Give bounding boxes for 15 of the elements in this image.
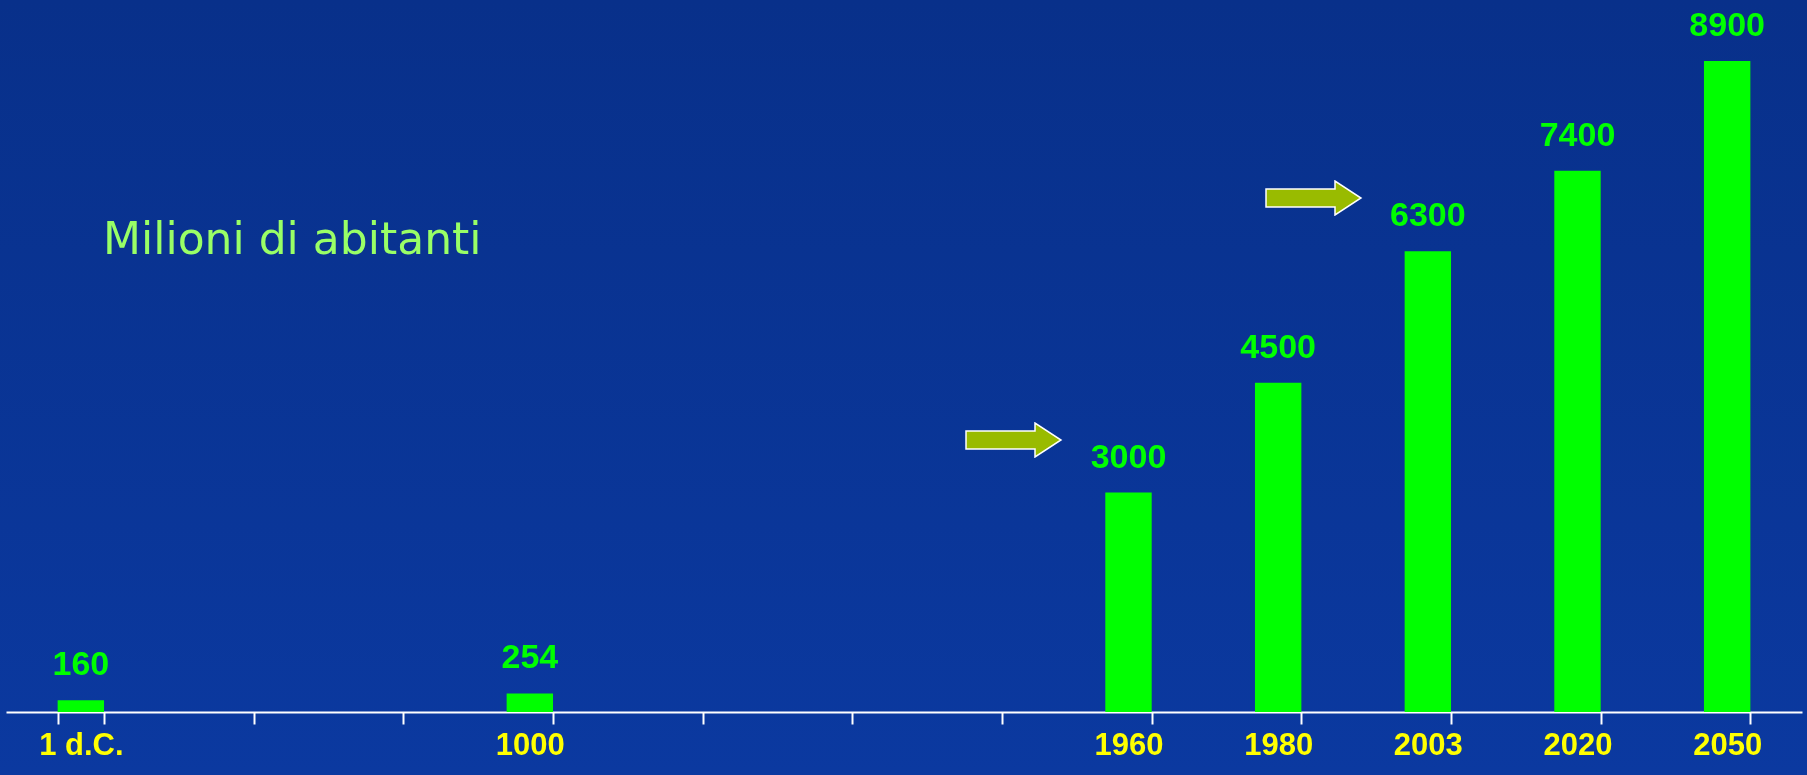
x-tick-label: 1000: [495, 726, 565, 762]
x-tick-label: 1 d.C.: [39, 726, 124, 762]
data-label: 254: [501, 637, 559, 676]
data-label: 3000: [1090, 436, 1167, 475]
x-tick-label: 2050: [1693, 726, 1763, 762]
data-label: 4500: [1240, 326, 1316, 365]
data-label: 7400: [1539, 114, 1616, 153]
x-tick-label: 2020: [1543, 726, 1613, 762]
x-tick-label: 2003: [1393, 726, 1463, 762]
data-label: 6300: [1390, 195, 1466, 234]
x-tick-label: 1980: [1244, 726, 1314, 762]
data-label: 160: [52, 644, 110, 683]
x-tick-label: 1960: [1094, 726, 1164, 762]
annotation: Milioni di abitanti: [103, 213, 482, 264]
data-label: 8900: [1689, 5, 1765, 43]
